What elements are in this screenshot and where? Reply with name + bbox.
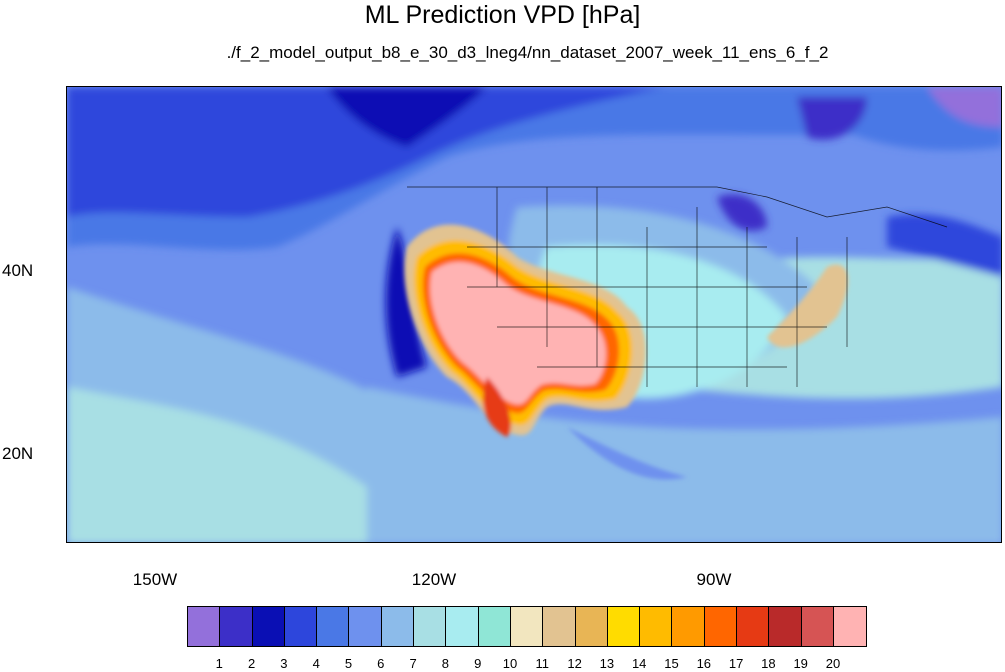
vpd-map (66, 86, 1002, 543)
colorbar-box (704, 607, 738, 646)
colorbar-box (252, 607, 285, 646)
colorbar-label: 10 (502, 656, 518, 671)
colorbar-box (833, 607, 867, 646)
lon-label-150w: 150W (132, 570, 178, 589)
colorbar-label: 1 (215, 656, 223, 671)
colorbar-label: 18 (761, 656, 776, 671)
map-subtitle: ./f_2_model_output_b8_e_30_d3_lneg4/nn_d… (226, 43, 829, 62)
vpd-field (67, 87, 1001, 542)
lon-label-120w: 120W (411, 570, 457, 589)
colorbar-label: 6 (377, 656, 385, 671)
colorbar-box (543, 607, 576, 646)
colorbar-box (317, 607, 350, 646)
colorbar-label: 19 (793, 656, 808, 671)
colorbar-label: 11 (535, 656, 550, 671)
colorbar-label: 12 (567, 656, 582, 671)
lat-label-20n: 20N (2, 444, 34, 463)
colorbar-box (188, 607, 221, 646)
colorbar-label: 17 (728, 656, 744, 671)
map-title: ML Prediction VPD [hPa] (364, 1, 641, 29)
colorbar-label: 7 (409, 656, 417, 671)
colorbar-box (510, 607, 544, 646)
colorbar-box (478, 607, 511, 646)
colorbar-box (284, 607, 318, 646)
colorbar-label: 5 (344, 656, 353, 671)
colorbar (187, 606, 868, 647)
colorbar-label: 13 (599, 656, 615, 671)
colorbar-box (414, 607, 447, 646)
colorbar-box (672, 607, 705, 646)
colorbar-box (737, 607, 770, 646)
colorbar-box (801, 607, 834, 646)
lon-label-90w: 90W (696, 570, 732, 589)
colorbar-label: 4 (312, 656, 320, 671)
colorbar-box (349, 607, 382, 646)
colorbar-label: 14 (631, 656, 647, 671)
colorbar-box (446, 607, 479, 646)
colorbar-box (640, 607, 673, 646)
colorbar-label: 20 (825, 656, 841, 671)
colorbar-label: 8 (441, 656, 449, 671)
colorbar-label: 3 (280, 656, 288, 671)
colorbar-box (220, 607, 253, 646)
colorbar-box (769, 607, 802, 646)
colorbar-label: 16 (696, 656, 712, 671)
lat-label-40n: 40N (2, 261, 34, 280)
colorbar-box (575, 607, 608, 646)
colorbar-label: 9 (474, 656, 482, 671)
colorbar-label: 2 (247, 656, 256, 671)
colorbar-label: 15 (664, 656, 679, 671)
colorbar-box (381, 607, 415, 646)
colorbar-box (607, 607, 641, 646)
